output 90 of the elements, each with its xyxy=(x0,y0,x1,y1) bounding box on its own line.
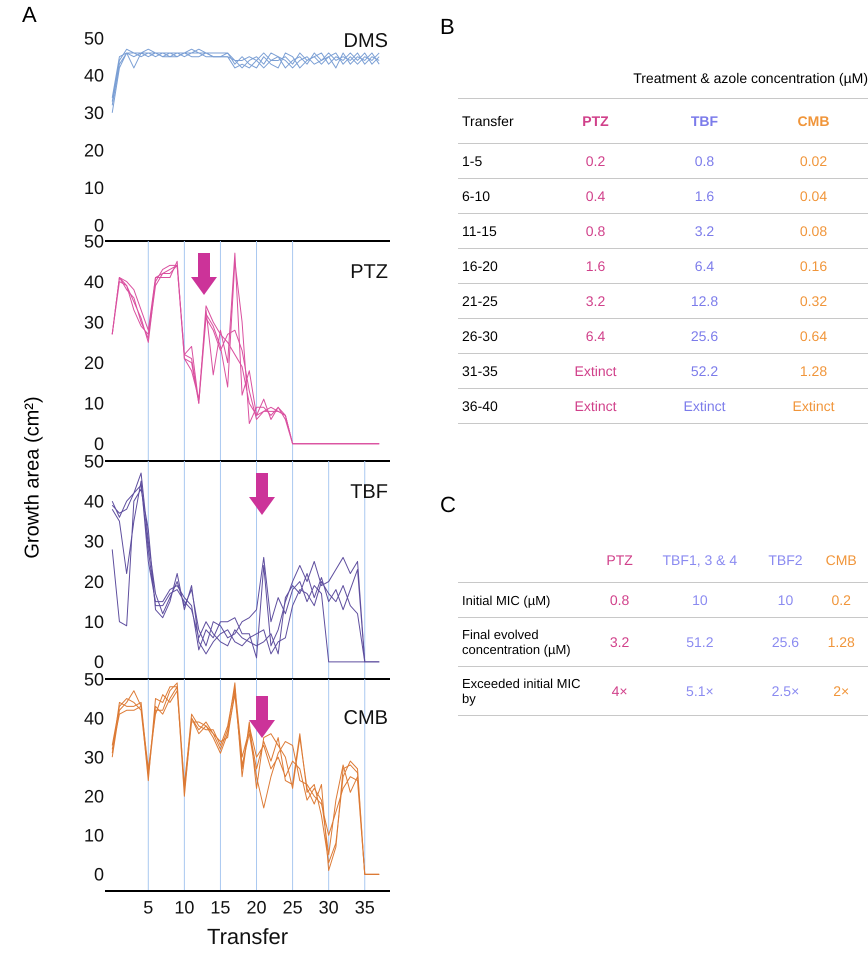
x-tick-label: 30 xyxy=(318,898,339,918)
text: 2.5× xyxy=(772,683,800,699)
text: 5.1× xyxy=(686,683,714,699)
text: 12.8 xyxy=(690,293,718,309)
y-tick-label: 40 xyxy=(84,708,104,728)
x-tick-label: 5 xyxy=(143,898,154,918)
category-label: 1-5 xyxy=(462,153,482,169)
x-tick-label: 20 xyxy=(246,898,267,918)
text: 0.8 xyxy=(694,153,714,169)
text: 6.4 xyxy=(694,258,714,274)
y-tick-label: 10 xyxy=(84,826,104,846)
text: 0.02 xyxy=(800,153,828,169)
y-tick-label: 20 xyxy=(84,786,104,807)
text: 10 xyxy=(692,592,708,608)
text: 2× xyxy=(833,683,850,699)
text: Treatment & azole concentration (µM) xyxy=(541,58,868,98)
x-tick-label: 35 xyxy=(354,898,375,918)
text: PTZ xyxy=(350,261,388,283)
text: 25.6 xyxy=(690,328,718,344)
y-tick-label: 30 xyxy=(84,312,104,332)
text: 51.2 xyxy=(686,634,714,650)
x-tick-label: 25 xyxy=(282,898,303,918)
text: 1.6 xyxy=(586,258,606,274)
category-label: CMB xyxy=(814,538,868,582)
x-axis-title: Transfer xyxy=(206,924,288,949)
text: Transfer xyxy=(458,98,542,144)
y-tick-label: 50 xyxy=(84,28,104,48)
category-label: 36-40 xyxy=(462,398,498,414)
y-tick-label: 40 xyxy=(84,491,104,512)
category-label: PTZ xyxy=(596,538,644,582)
y-tick-label: 40 xyxy=(84,272,104,292)
category-label: 11-15 xyxy=(462,223,497,239)
text: B xyxy=(440,14,455,40)
text: 25.6 xyxy=(772,634,800,650)
text: 0.32 xyxy=(800,293,828,309)
y-tick-label: 30 xyxy=(84,532,104,552)
y-tick-label: 0 xyxy=(94,864,104,885)
chart-title: DMS xyxy=(344,30,388,52)
category-label: CMB xyxy=(758,98,868,144)
y-tick-label: 20 xyxy=(84,572,104,592)
text: TBF xyxy=(350,481,388,503)
category-label: PTZ xyxy=(541,98,650,144)
category-label: 6-10 xyxy=(462,188,490,204)
category-label: Exceeded initial MIC by xyxy=(462,676,580,706)
category-label: 16-20 xyxy=(462,258,498,274)
text: 10 xyxy=(778,592,794,608)
text: 0.64 xyxy=(800,328,828,344)
text: 6.4 xyxy=(586,328,606,344)
text: 1.28 xyxy=(800,363,828,379)
y-tick-label: 10 xyxy=(84,394,104,414)
text: A xyxy=(22,2,37,28)
text: 0.8 xyxy=(586,223,606,239)
text: 4× xyxy=(612,683,628,699)
y-tick-label: 40 xyxy=(84,66,104,86)
text: Extinct xyxy=(683,398,726,414)
y-tick-label: 30 xyxy=(84,747,104,768)
category-label: 21-25 xyxy=(462,293,498,309)
x-tick-label: 15 xyxy=(210,898,230,918)
text: Extinct xyxy=(574,363,617,379)
category-label: TBF2 xyxy=(756,538,814,582)
category-label: 26-30 xyxy=(462,328,498,344)
y-tick-label: 30 xyxy=(84,103,104,124)
text: 0.2 xyxy=(831,592,851,608)
y-tick-label: 10 xyxy=(84,612,104,632)
text: 0.04 xyxy=(800,188,828,204)
text: 0.8 xyxy=(610,592,630,608)
text: 0.2 xyxy=(586,153,606,169)
text: Extinct xyxy=(574,398,617,414)
category-label: 31-35 xyxy=(462,363,498,379)
category-label: TBF xyxy=(650,98,759,144)
category-label: Final evolved concentration (µM) xyxy=(462,627,571,657)
category-label: Initial MIC (µM) xyxy=(462,592,550,608)
text: CMB xyxy=(344,707,388,729)
text: 1.6 xyxy=(694,188,714,204)
text: 3.2 xyxy=(694,223,714,239)
text: 0.4 xyxy=(586,188,606,204)
text: 0.08 xyxy=(800,223,828,239)
y-tick-label: 20 xyxy=(84,140,104,161)
y-tick-label: 10 xyxy=(84,178,104,198)
y-axis-title: Growth area (cm²) xyxy=(22,395,44,561)
text: 52.2 xyxy=(690,363,718,379)
text: Extinct xyxy=(792,398,834,414)
text: 3.2 xyxy=(586,293,606,309)
text: 0.16 xyxy=(800,258,828,274)
y-tick-label: 20 xyxy=(84,352,104,373)
x-tick-label: 10 xyxy=(174,898,194,918)
text: C xyxy=(440,492,456,518)
text: 1.28 xyxy=(828,634,855,650)
category-label: TBF1, 3 & 4 xyxy=(643,538,757,582)
text: 3.2 xyxy=(610,634,630,650)
